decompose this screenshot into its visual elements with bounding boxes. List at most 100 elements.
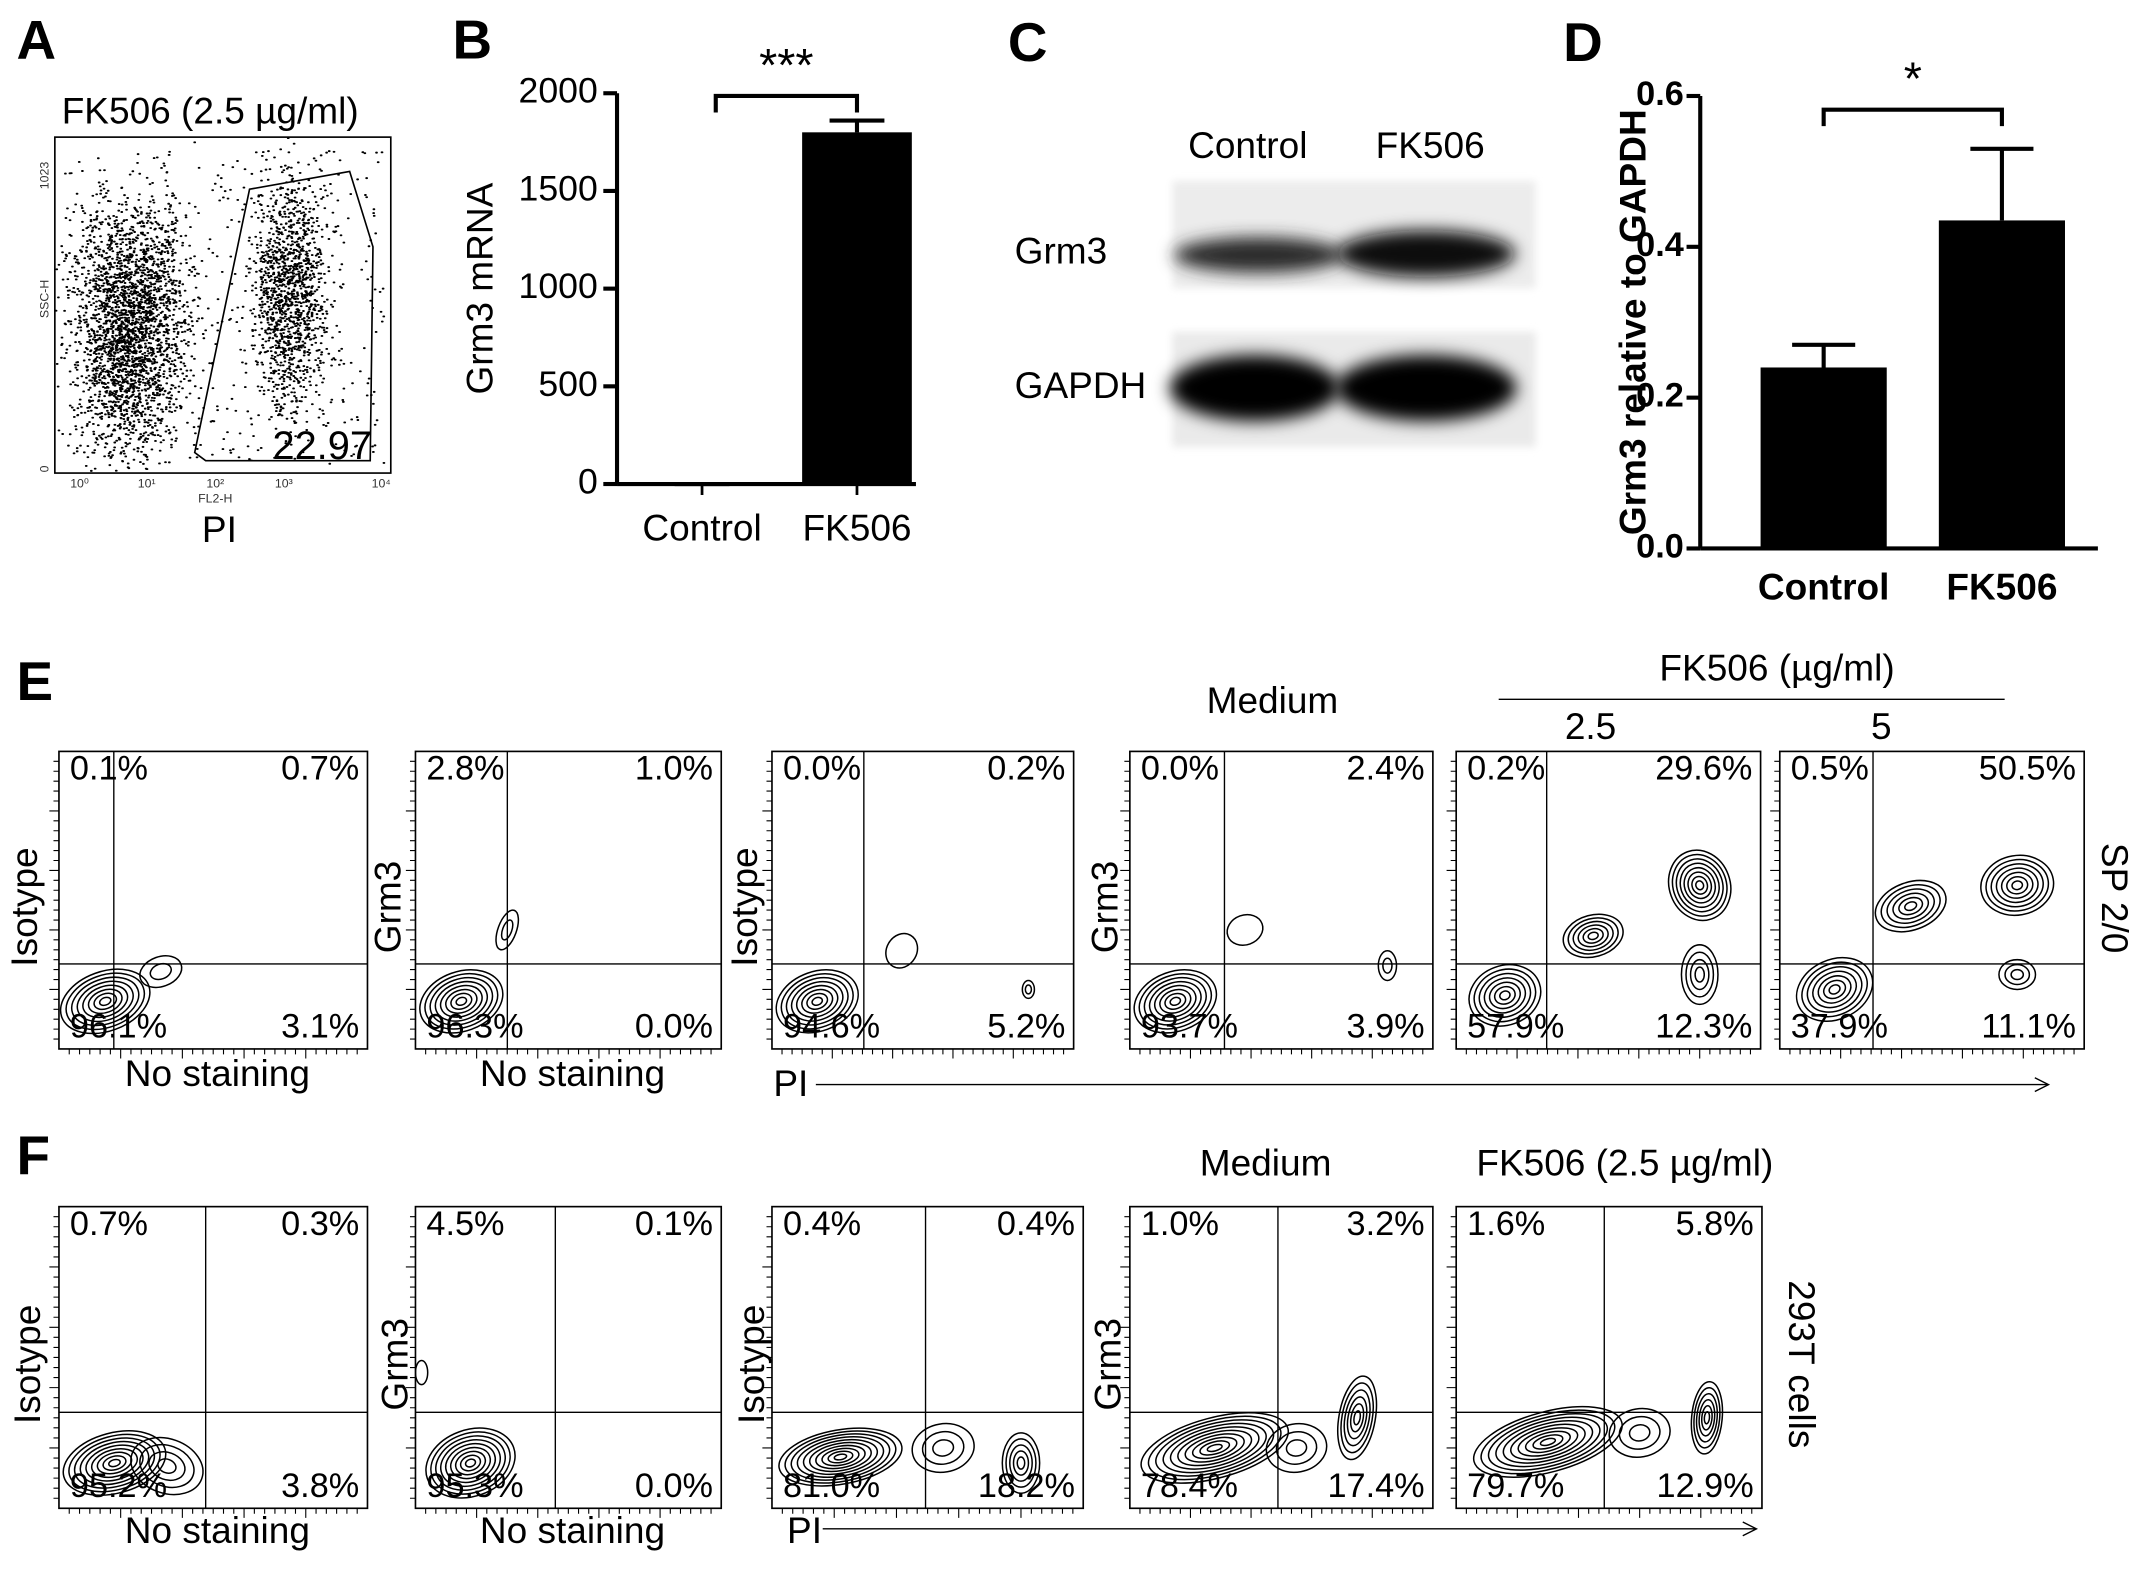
contours xyxy=(419,909,520,1034)
row-label: Grm3 xyxy=(1015,229,1108,271)
quadrant-percent: 79.7% xyxy=(1467,1467,1564,1505)
contour xyxy=(59,968,151,1035)
contour xyxy=(1377,950,1398,982)
contour xyxy=(1021,979,1036,1000)
contour xyxy=(1562,913,1624,959)
contour xyxy=(1628,1424,1651,1442)
contour xyxy=(444,1442,497,1484)
y-axis-label: Grm3 relative to GAPDH xyxy=(1612,109,1654,535)
contour xyxy=(68,1433,161,1493)
contour xyxy=(1679,862,1720,909)
contour xyxy=(1874,879,1947,933)
plot-frame xyxy=(771,750,1075,1050)
contour xyxy=(1904,901,1918,912)
x-tick-label: 10⁰ xyxy=(70,476,89,490)
contour xyxy=(500,919,514,941)
axis-ticks xyxy=(1770,760,2075,1059)
gate-value: 22.97 xyxy=(272,424,371,468)
quadrant-percent: 0.1% xyxy=(635,1205,713,1243)
contour xyxy=(1587,931,1599,941)
contour xyxy=(1524,1430,1571,1454)
y-axis-label: Grm3 xyxy=(1086,1318,1128,1411)
blot-band xyxy=(1173,237,1344,273)
contour xyxy=(73,1437,156,1489)
error-bar xyxy=(829,118,885,133)
plot-frame xyxy=(54,136,392,474)
error-bar xyxy=(1792,342,1856,368)
contour xyxy=(1517,1427,1579,1457)
contour xyxy=(885,932,919,969)
contour xyxy=(1024,984,1033,995)
quadrant-percent: 29.6% xyxy=(1655,750,1752,788)
y-axis-label: Isotype xyxy=(3,847,45,966)
contour xyxy=(1340,1382,1374,1454)
quadrant-percent: 0.4% xyxy=(997,1205,1075,1243)
contour xyxy=(1539,1437,1557,1447)
panel-letter: E xyxy=(16,650,53,712)
y-axis-label: Isotype xyxy=(6,1305,48,1424)
axis-ticks xyxy=(762,760,1065,1059)
quadrant-percent: 1.6% xyxy=(1467,1205,1545,1243)
x-axis-name: FL2-H xyxy=(198,491,232,505)
y-tick-label: 0.4 xyxy=(1636,226,1684,264)
contour xyxy=(821,1447,860,1467)
contour xyxy=(62,1430,167,1496)
contours xyxy=(778,1422,1041,1494)
quadrant-percent: 0.4% xyxy=(783,1205,861,1243)
contour xyxy=(70,976,140,1027)
contour xyxy=(921,1430,965,1465)
blot-band xyxy=(1169,355,1340,421)
dose-label: 2.5 xyxy=(1565,705,1616,747)
contour xyxy=(775,969,859,1034)
column-header: Medium xyxy=(1200,1141,1332,1183)
contour xyxy=(1687,871,1713,900)
contour xyxy=(778,1427,903,1487)
event-cloud xyxy=(54,137,386,474)
contour xyxy=(1285,1439,1308,1457)
contour xyxy=(1177,1429,1253,1467)
contour xyxy=(1985,858,2050,912)
contour xyxy=(1698,1398,1716,1437)
contour xyxy=(790,1433,891,1481)
contour xyxy=(454,1450,487,1476)
contour xyxy=(1801,961,1868,1018)
contour xyxy=(1502,1420,1594,1464)
contour xyxy=(808,1441,872,1473)
contour xyxy=(1828,984,1841,995)
contour xyxy=(1703,1411,1711,1425)
flow-plot: 1.0% 3.2% 78.4% 17.4% Grm3 xyxy=(1086,1205,1434,1518)
x-tick-label: Control xyxy=(642,506,761,548)
y-axis-label: Grm3 mRNA xyxy=(458,182,500,394)
contour xyxy=(815,1444,866,1470)
panel-c: Control FK506 Grm3 GAPDH xyxy=(1015,124,1536,448)
axis-label: PI xyxy=(773,1062,808,1104)
contour xyxy=(1695,880,1705,891)
axis-arrowhead xyxy=(2034,1077,2051,1093)
contour xyxy=(2004,963,2031,986)
flow-plot: 0.0% 0.2% 94.6% 5.2% Isotype xyxy=(723,750,1075,1059)
panel-title: FK506 (2.5 µg/ml) xyxy=(62,90,359,132)
quadrant-percent: 78.4% xyxy=(1141,1467,1238,1505)
contour xyxy=(1980,854,2055,917)
row-label: GAPDH xyxy=(1015,364,1147,406)
contour xyxy=(1265,1422,1328,1474)
contours xyxy=(1140,1375,1378,1484)
contour xyxy=(1495,1416,1601,1468)
contour xyxy=(1143,976,1207,1026)
quadrant-percent: 1.0% xyxy=(635,750,713,788)
contour xyxy=(495,909,520,951)
contour xyxy=(1155,1419,1275,1477)
quadrant-percent: 18.2% xyxy=(978,1467,1075,1505)
contour xyxy=(434,980,489,1022)
contour xyxy=(1001,1432,1041,1494)
contour xyxy=(430,1431,511,1495)
y-tick-label: 1000 xyxy=(519,266,598,306)
contour xyxy=(1478,972,1532,1019)
contour xyxy=(90,1448,139,1479)
contour xyxy=(1349,1403,1365,1433)
y-axis-name: SSC-H xyxy=(38,280,52,318)
flow-plot: 4.5% 0.1% 95.3% 0.0% Grm3 No staining xyxy=(373,1205,723,1551)
x-axis-label: No staining xyxy=(480,1509,665,1551)
flow-plot: 0.4% 0.4% 81.0% 18.2% Isotype xyxy=(730,1205,1085,1518)
